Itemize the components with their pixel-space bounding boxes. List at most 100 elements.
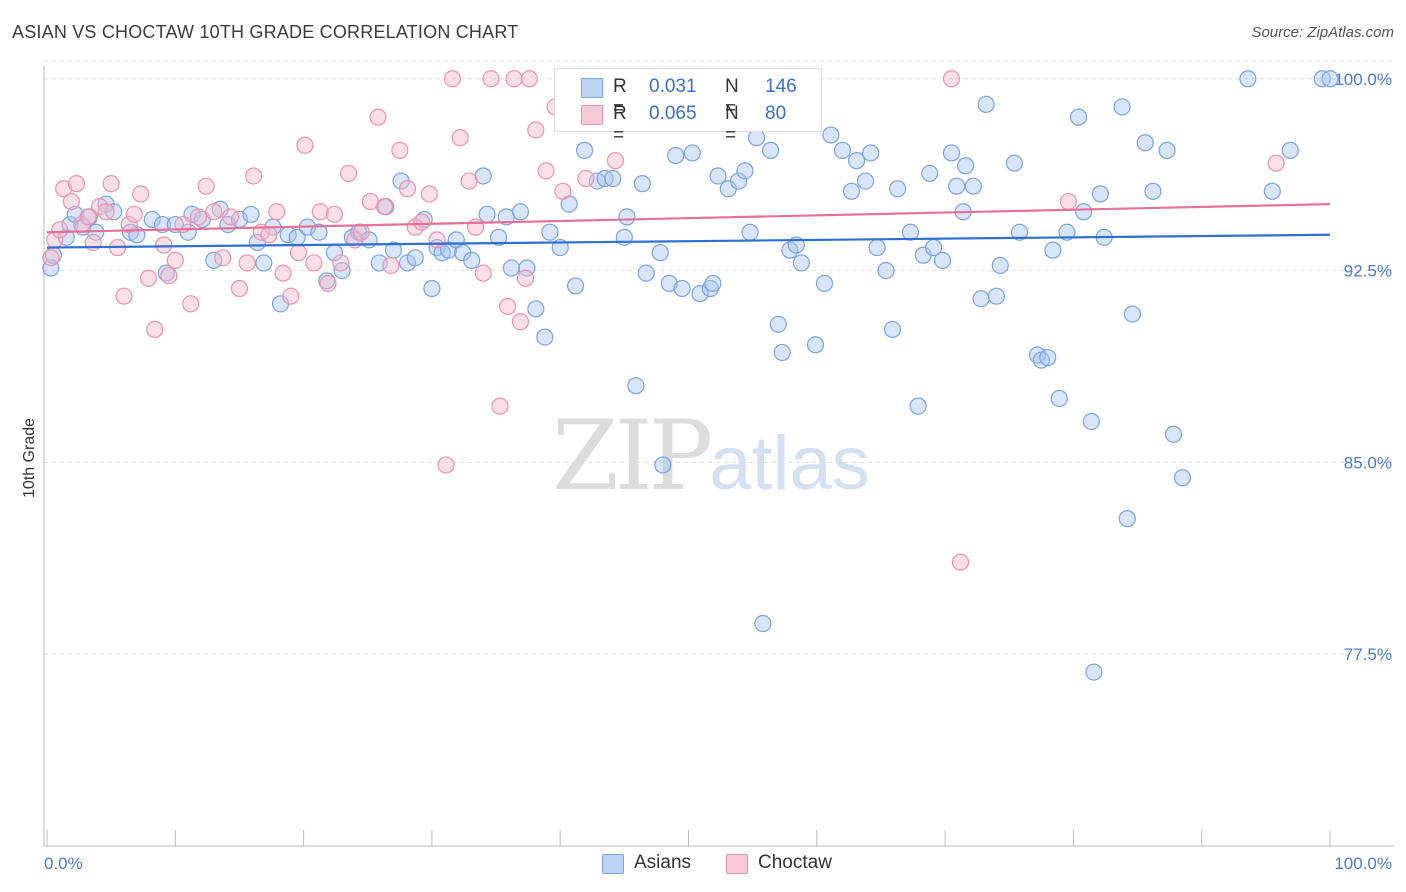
asians-point (1263, 182, 1281, 200)
asians-point (1075, 203, 1093, 221)
asians-point (957, 157, 975, 175)
choctaw-point (132, 185, 150, 203)
choctaw-point (460, 172, 478, 190)
series-choctaw (42, 70, 1285, 571)
asians-point (1136, 134, 1154, 152)
y-tick-label: 100.0% (1334, 70, 1392, 89)
choctaw-point (296, 136, 314, 154)
asians-point (637, 264, 655, 282)
choctaw-point (606, 152, 624, 170)
choctaw-point (197, 177, 215, 195)
asians-point (691, 285, 709, 303)
asians-point (747, 129, 766, 147)
series-legend: Asians Choctaw (0, 852, 1406, 878)
choctaw-point (160, 267, 178, 285)
asians-point (709, 167, 727, 185)
choctaw-point (319, 274, 337, 292)
choctaw-point (79, 208, 97, 226)
choctaw-point (1059, 192, 1077, 211)
trend-lines (46, 202, 1331, 249)
choctaw-point (516, 269, 535, 287)
asians-point (536, 328, 554, 346)
choctaw-point (527, 121, 545, 139)
asians-point (423, 279, 441, 298)
asians-point (964, 177, 982, 195)
asians-point (618, 208, 636, 226)
asians-point (627, 377, 645, 395)
asians-point (651, 244, 669, 262)
choctaw-point (413, 213, 431, 231)
asians-point (1050, 389, 1068, 408)
asians-point (490, 228, 508, 246)
asians-point (842, 182, 861, 200)
asians-point (942, 144, 961, 162)
legend-r-label: R = (613, 103, 627, 146)
asians-point (1113, 98, 1131, 116)
choctaw-point (352, 223, 370, 241)
choctaw-point (951, 553, 970, 571)
choctaw-point (437, 456, 455, 474)
choctaw-point (166, 251, 184, 269)
asians-point (987, 287, 1006, 305)
y-tick-label: 85.0% (1344, 453, 1392, 472)
choctaw-point (97, 203, 115, 221)
asians-point (1321, 70, 1339, 88)
asians-point (143, 210, 161, 229)
asians-point (42, 259, 60, 277)
asians-point (660, 274, 678, 292)
choctaw-point (505, 70, 523, 88)
legend-swatch-asians (581, 78, 603, 98)
choctaw-point (102, 175, 120, 193)
asians-point (1058, 223, 1076, 241)
choctaw-point (554, 182, 572, 200)
asians-point (1069, 108, 1088, 126)
choctaw-point (51, 221, 69, 239)
asians-point (406, 249, 424, 267)
asians-point (736, 162, 754, 180)
asians-point (704, 274, 722, 292)
choctaw-point (466, 218, 485, 236)
asians-point (242, 205, 260, 223)
choctaw-point (221, 208, 240, 226)
legend-swatch-choctaw (726, 854, 748, 874)
choctaw-point (577, 169, 595, 188)
y-axis-label: 10th Grade (21, 418, 38, 498)
choctaw-point (339, 164, 358, 183)
choctaw-point (1267, 154, 1285, 172)
legend-swatch-choctaw (581, 105, 603, 125)
asians-point (741, 223, 759, 241)
asians-point (1239, 70, 1257, 88)
choctaw-point (146, 320, 164, 339)
asians-point (654, 456, 672, 474)
asians-point (769, 315, 787, 333)
choctaw-point (391, 141, 409, 159)
choctaw-point (942, 70, 961, 88)
asians-point (833, 141, 852, 159)
asians-point (1082, 412, 1100, 431)
legend-n-label: N = (725, 76, 739, 119)
choctaw-point (125, 205, 143, 223)
choctaw-point (238, 254, 256, 272)
legend-n-value: 146 (765, 76, 797, 97)
source-credit: Source: ZipAtlas.com (1251, 24, 1394, 41)
choctaw-point (511, 313, 530, 331)
asians-point (1039, 348, 1057, 367)
choctaw-point (420, 185, 438, 203)
choctaw-point (120, 215, 138, 234)
asians-point (1281, 141, 1299, 159)
choctaw-point (55, 180, 73, 198)
choctaw-point (369, 108, 387, 126)
legend-n-label: N = (725, 103, 739, 146)
choctaw-point (182, 295, 200, 313)
asians-point (683, 144, 701, 162)
choctaw-point (537, 162, 555, 180)
asians-point (889, 180, 907, 198)
choctaw-point (282, 287, 300, 305)
asians-point (856, 172, 875, 190)
asians-point (762, 141, 780, 159)
choctaw-point (311, 203, 329, 221)
asians-point (575, 141, 594, 159)
watermark-atlas: atlas (709, 421, 870, 506)
choctaw-point (42, 249, 60, 267)
